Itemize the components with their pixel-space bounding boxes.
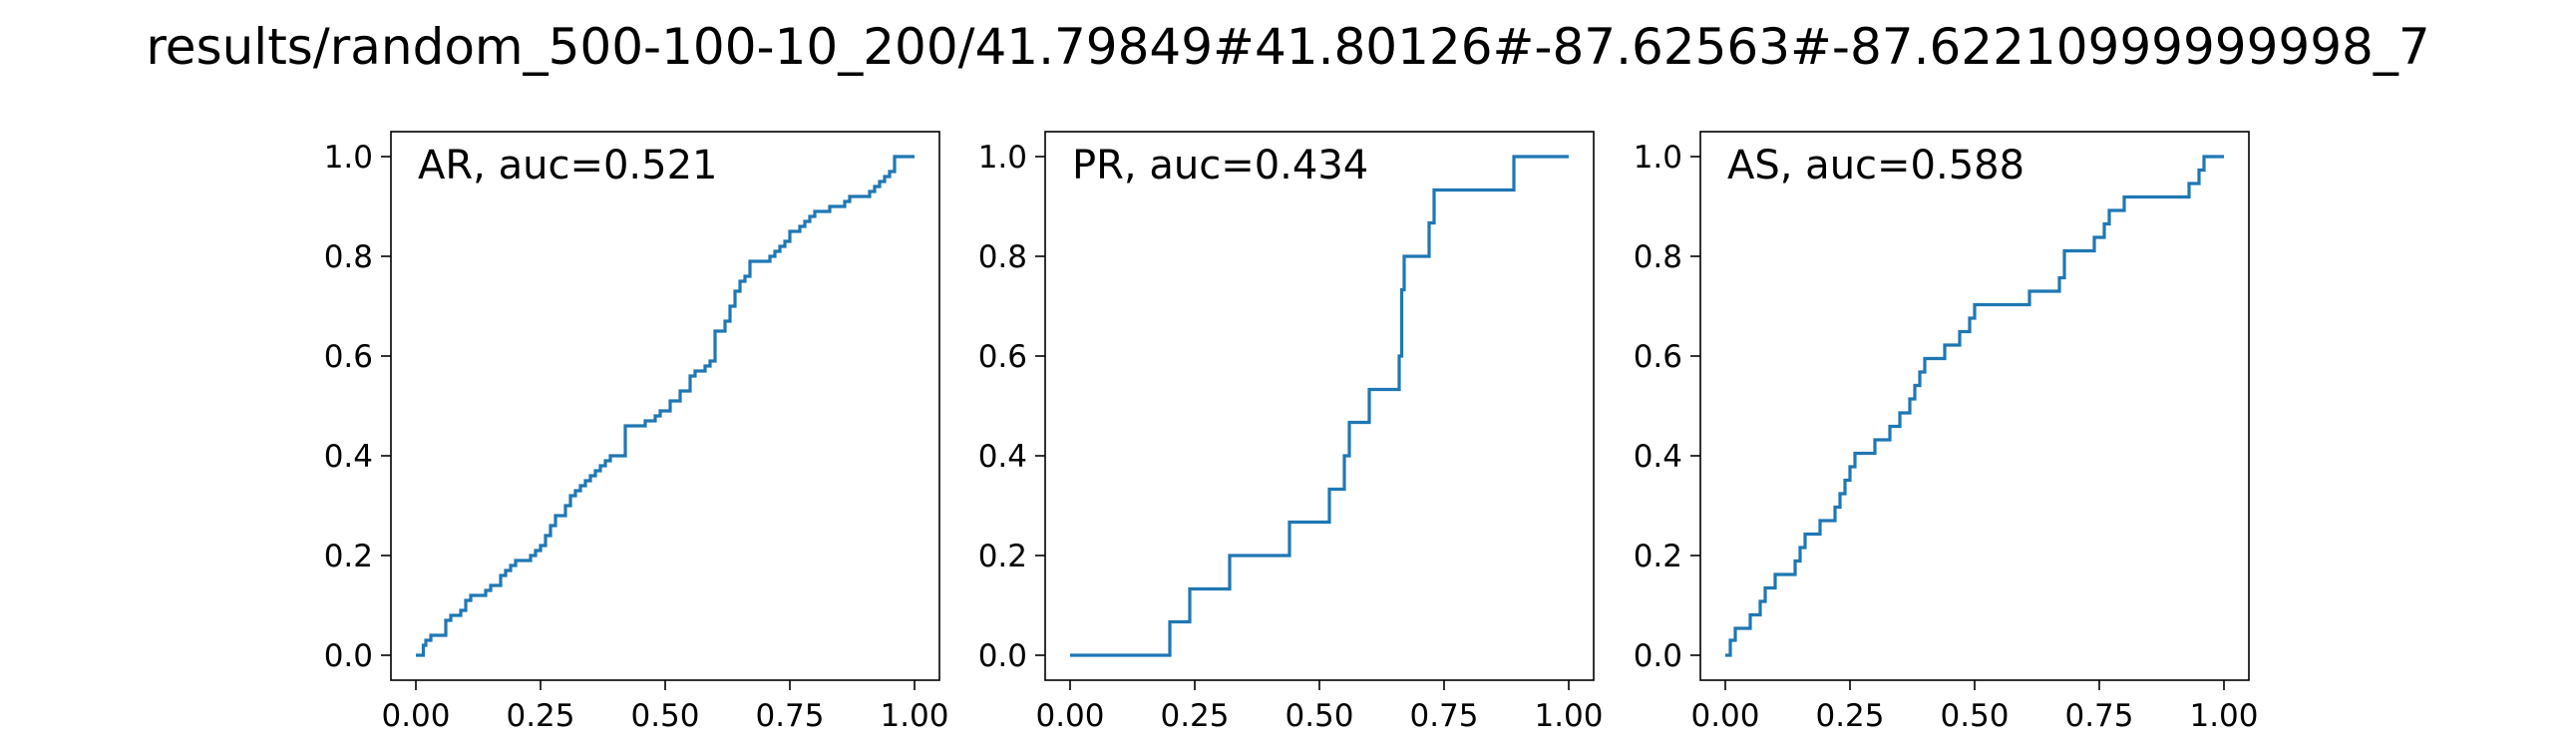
y-tick-label: 1.0 [324,140,373,176]
y-tick-label: 0.6 [978,339,1027,375]
x-tick-label: 0.75 [2064,698,2133,734]
x-tick-label: 0.50 [1940,698,2009,734]
panel-label: AR, auc=0.521 [418,143,717,188]
x-tick-label: 1.00 [1534,698,1603,734]
y-tick-label: 0.8 [1634,239,1682,275]
y-tick-label: 0.4 [978,439,1027,475]
y-tick-label: 0.2 [978,539,1027,574]
axes-frame [390,131,940,681]
panel-label: PR, auc=0.434 [1072,143,1368,188]
y-tick-label: 0.8 [978,239,1027,275]
y-tick-label: 0.6 [1634,339,1682,375]
x-tick-label: 0.00 [1690,698,1759,734]
x-tick-label: 0.25 [506,698,574,734]
y-tick-label: 0.0 [1634,638,1682,674]
series-line [416,155,915,657]
y-tick-label: 1.0 [978,140,1027,176]
x-tick-label: 0.25 [1160,698,1229,734]
y-tick-label: 0.6 [324,339,373,375]
y-tick-label: 0.2 [324,539,373,574]
y-tick-label: 0.4 [324,439,373,475]
x-tick-label: 0.00 [381,698,450,734]
panel-label: AS, auc=0.588 [1727,143,2024,188]
chart-panel-0: 0.0 0.2 0.4 0.6 0.8 1.0 0.00 0.25 0.50 0.75 1.00 AR… [324,131,949,734]
chart-panel-1: 0.0 0.2 0.4 0.6 0.8 1.0 0.00 0.25 0.50 0.75 1.00 PR… [978,131,1604,734]
y-tick-label: 0.2 [1634,539,1682,574]
x-tick-label: 1.00 [2189,698,2258,734]
y-tick-label: 0.0 [324,638,373,674]
figure-title: results/random_500-100-10_200/41.79849#4… [146,18,2430,76]
x-tick-label: 0.50 [630,698,699,734]
y-tick-label: 1.0 [1634,140,1682,176]
x-tick-label: 1.00 [880,698,948,734]
axes-frame [1699,131,2250,681]
series-line [1725,155,2224,657]
y-tick-label: 0.0 [978,638,1027,674]
chart-panel-2: 0.0 0.2 0.4 0.6 0.8 1.0 0.00 0.25 0.50 0.75 1.00 AS… [1634,131,2259,734]
x-tick-label: 0.75 [755,698,824,734]
y-tick-label: 0.4 [1634,439,1682,475]
x-tick-label: 0.25 [1815,698,1884,734]
x-tick-label: 0.75 [1409,698,1478,734]
x-tick-label: 0.00 [1035,698,1104,734]
series-line [1070,155,1569,657]
x-tick-label: 0.50 [1285,698,1353,734]
axes-frame [1044,131,1595,681]
y-tick-label: 0.8 [324,239,373,275]
